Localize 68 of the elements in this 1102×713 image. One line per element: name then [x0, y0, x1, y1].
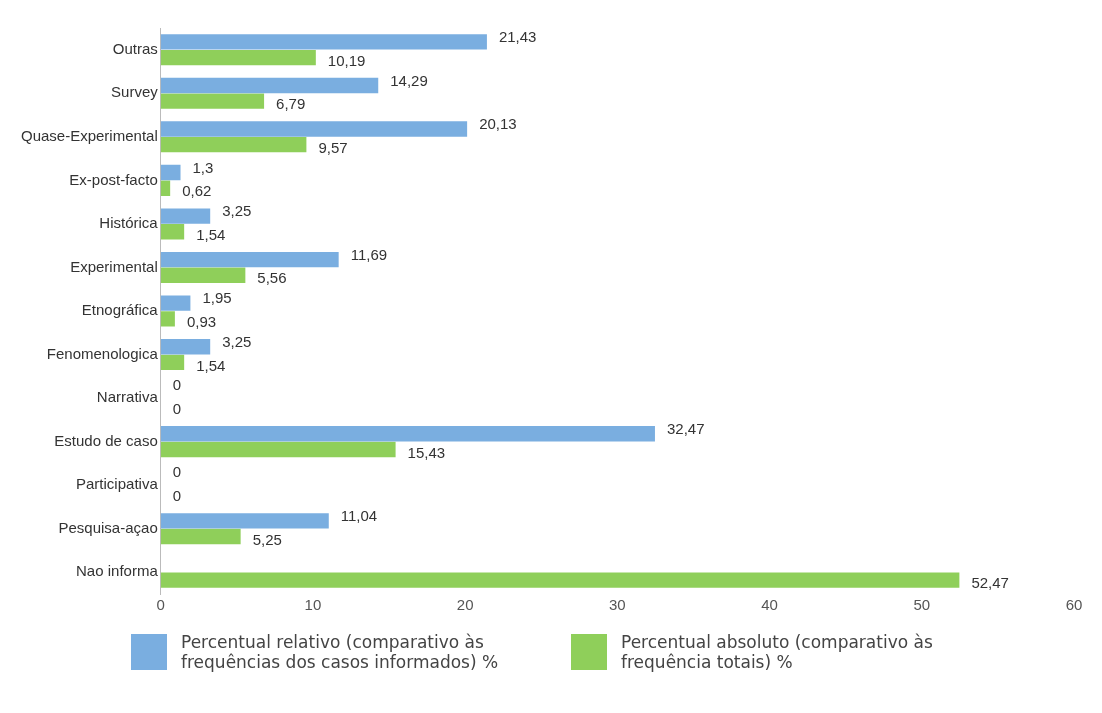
data-label: 0 [172, 463, 182, 481]
y-tick-label: Fenomenologica [46, 344, 159, 362]
bar [160, 121, 468, 137]
data-label: 32,47 [666, 419, 705, 437]
x-tick-label: 20 [456, 596, 474, 614]
bar [160, 164, 181, 181]
bar [160, 339, 211, 355]
y-tick-label: Experimental [70, 257, 158, 275]
y-tick-label: Quase-Experimental [20, 126, 158, 144]
bar [160, 311, 175, 327]
data-label: 14,29 [390, 71, 428, 89]
bar [160, 49, 316, 66]
data-label: 0 [172, 487, 182, 505]
bar [160, 224, 185, 240]
data-label: 5,56 [257, 269, 287, 287]
data-label: 52,47 [971, 574, 1009, 592]
data-label: 1,3 [192, 158, 214, 176]
data-label: 6,79 [276, 95, 306, 113]
data-label: 10,19 [327, 51, 366, 69]
bar [160, 208, 211, 224]
y-tick-label: Survey [111, 83, 159, 101]
bar [160, 441, 396, 458]
x-tick-label: 60 [1065, 596, 1083, 614]
bar [160, 34, 487, 50]
data-label: 5,25 [252, 530, 282, 548]
x-tick-label: 50 [913, 596, 931, 614]
bar [160, 354, 185, 371]
x-tick-label: 40 [761, 596, 778, 614]
bar [160, 93, 265, 109]
data-label: 0,93 [186, 312, 217, 330]
y-tick-label: Participativa [76, 475, 159, 493]
x-tick-label: 0 [156, 596, 165, 614]
data-label: 11,69 [350, 245, 388, 263]
y-tick-label: Ex-post-facto [69, 170, 158, 188]
bar [160, 77, 379, 94]
bar [160, 251, 339, 268]
y-tick-label: Pesquisa-açao [58, 518, 158, 536]
bar [160, 426, 655, 442]
bar [160, 513, 329, 529]
y-tick-label: Nao informa [76, 562, 159, 580]
data-label: 1,54 [196, 356, 226, 374]
data-label: 0,62 [182, 182, 212, 200]
data-label: 1,54 [196, 225, 226, 243]
y-tick-label: Narrativa [96, 388, 159, 406]
data-label: 3,25 [222, 332, 252, 350]
data-label: 21,43 [498, 28, 537, 46]
legend-label: Percentual relativo (comparativo às frequências dos casos informados) % [181, 632, 500, 672]
bar [160, 572, 960, 588]
x-tick-label: 10 [304, 596, 322, 614]
data-label: 20,13 [479, 115, 517, 133]
data-label: 15,43 [407, 443, 446, 461]
legend-label: Percentual absoluto (comparativo às frequência totais) % [621, 632, 934, 672]
x-tick-label: 30 [609, 596, 626, 614]
bar [160, 528, 241, 545]
bar [160, 295, 191, 311]
data-label: 1,95 [202, 289, 232, 307]
bar [160, 267, 246, 283]
y-tick-label: Histórica [99, 214, 159, 232]
data-label: 9,57 [318, 138, 348, 156]
bar [160, 180, 171, 196]
data-label: 3,25 [222, 202, 252, 220]
bar [160, 137, 307, 153]
y-tick-label: Outras [112, 39, 158, 57]
data-label: 0 [172, 400, 182, 418]
y-tick-label: Etnográfica [81, 301, 159, 319]
y-tick-label: Estudo de caso [54, 431, 158, 449]
data-label: 11,04 [340, 507, 378, 524]
data-label: 0 [172, 376, 182, 394]
